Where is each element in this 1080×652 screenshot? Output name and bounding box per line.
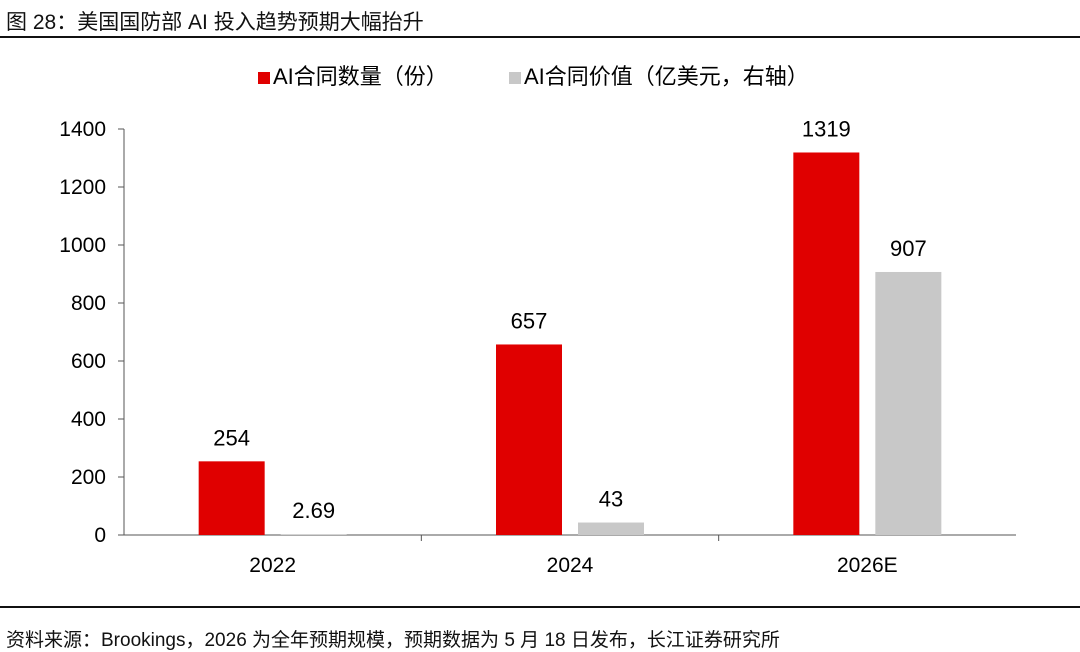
data-label: 907 bbox=[890, 236, 927, 261]
data-label: 2.69 bbox=[292, 498, 335, 523]
data-labels: 254 2.69 657 43 1319 907 bbox=[213, 116, 926, 523]
bar-chart: AI合同数量（份） AI合同价值（亿美元，右轴） 0 200 400 600 800 100… bbox=[59, 64, 1016, 577]
y-tick-label: 200 bbox=[71, 466, 106, 489]
data-label: 43 bbox=[599, 487, 623, 512]
bar-contract-count-2024 bbox=[496, 344, 562, 535]
y-tick-label: 1200 bbox=[59, 176, 106, 199]
data-label: 254 bbox=[213, 425, 250, 450]
x-tick-label: 2022 bbox=[249, 554, 296, 577]
bar-contract-count-2022 bbox=[198, 461, 265, 535]
y-tick-label: 1000 bbox=[59, 234, 106, 257]
legend-swatch bbox=[509, 72, 521, 84]
y-tick-label: 0 bbox=[94, 524, 106, 547]
bar-contract-value-2022 bbox=[280, 534, 347, 535]
bottom-rule bbox=[0, 606, 1080, 608]
axes: 0 200 400 600 800 1000 1200 1400 2022 2024 2026E bbox=[59, 118, 1016, 577]
y-tick-label: 600 bbox=[71, 350, 106, 373]
legend-label: AI合同数量（份） bbox=[273, 64, 448, 89]
x-tick-label: 2024 bbox=[547, 554, 594, 577]
legend-label: AI合同价值（亿美元，右轴） bbox=[524, 64, 809, 89]
bar-contract-count-2026E bbox=[793, 152, 860, 535]
y-tick-label: 800 bbox=[71, 292, 106, 315]
source-note: 资料来源：Brookings，2026 为全年预期规模，预期数据为 5 月 18… bbox=[6, 630, 780, 651]
legend: AI合同数量（份） AI合同价值（亿美元，右轴） bbox=[258, 64, 809, 89]
data-label: 1319 bbox=[802, 116, 851, 141]
data-label: 657 bbox=[511, 308, 548, 333]
figure-title: 图 28：美国国防部 AI 投入趋势预期大幅抬升 bbox=[6, 11, 424, 34]
bar-contract-value-2026E bbox=[875, 271, 942, 535]
top-rule bbox=[0, 36, 1080, 38]
bars bbox=[198, 152, 942, 535]
y-tick-label: 400 bbox=[71, 408, 106, 431]
y-tick-label: 1400 bbox=[59, 118, 106, 141]
bar-contract-value-2024 bbox=[578, 522, 644, 535]
legend-swatch bbox=[258, 72, 270, 84]
x-tick-label: 2026E bbox=[837, 554, 898, 577]
